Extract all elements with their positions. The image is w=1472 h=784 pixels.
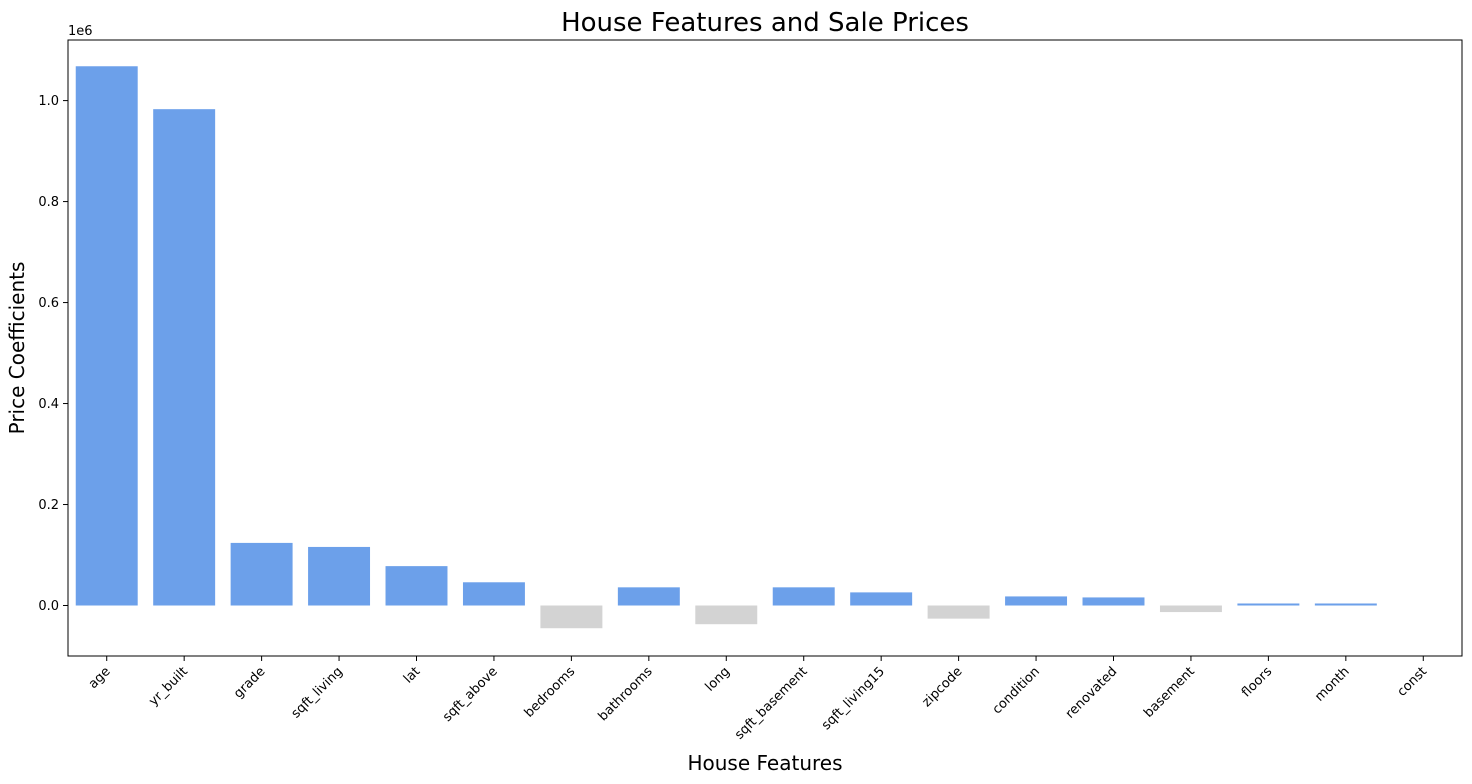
x-tick-label-floors: floors [1239,664,1275,700]
x-tick-label-zipcode: zipcode [919,664,965,710]
x-tick-label-lat: lat [401,664,423,686]
x-tick-label-grade: grade [231,664,268,701]
bar-bathrooms [617,587,680,606]
bar-age [75,66,138,606]
bar-grade [230,542,293,606]
y-tick-label: 0.2 [38,498,59,513]
x-axis-label: House Features [687,751,842,775]
x-tick-label-const: const [1395,664,1431,700]
y-tick-label: 0.0 [38,599,59,614]
bar-bedrooms [540,605,603,629]
y-axis-label: Price Coefficients [5,262,29,435]
bar-long [695,605,758,625]
x-tick-label-bedrooms: bedrooms [522,664,579,721]
x-tick-label-long: long [703,664,733,694]
x-axis-ticks: age yr_built grade sqft_living lat sqft_above… [86,656,1430,743]
y-axis-offset-label: 1e6 [68,24,93,39]
bar-yr_built [153,109,216,606]
bar-floors [1237,603,1300,606]
x-tick-label-yr_built: yr_built [146,664,191,709]
y-tick-label: 1.0 [38,94,59,109]
bar-basement [1159,605,1222,613]
y-tick-label: 0.4 [38,397,59,412]
bars-group [75,66,1377,629]
x-tick-label-age: age [86,664,114,692]
bar-zipcode [927,605,990,619]
bar-lat [385,566,448,606]
y-tick-label: 0.6 [38,296,59,311]
x-tick-label-sqft_living15: sqft_living15 [819,664,888,733]
bar-sqft_above [462,582,525,606]
bar-month [1314,603,1377,606]
chart-title: House Features and Sale Prices [561,8,969,38]
x-tick-label-condition: condition [990,664,1043,717]
y-tick-label: 0.8 [38,195,59,210]
x-tick-label-bathrooms: bathrooms [596,664,656,724]
x-tick-label-basement: basement [1141,664,1198,721]
plot-area-frame [67,39,1463,657]
x-tick-label-renovated: renovated [1063,664,1120,721]
bar-sqft_basement [772,587,835,606]
bar-sqft_living15 [850,592,913,606]
bar-sqft_living [308,546,371,606]
x-tick-label-sqft_living: sqft_living [289,664,346,721]
y-axis-ticks: 0.0 0.2 0.4 0.6 0.8 1.0 [38,94,68,614]
x-tick-label-sqft_basement: sqft_basement [732,664,810,742]
bar-condition [1005,596,1068,606]
x-tick-label-month: month [1312,664,1352,704]
x-tick-label-sqft_above: sqft_above [440,664,501,725]
bar-renovated [1082,597,1145,606]
